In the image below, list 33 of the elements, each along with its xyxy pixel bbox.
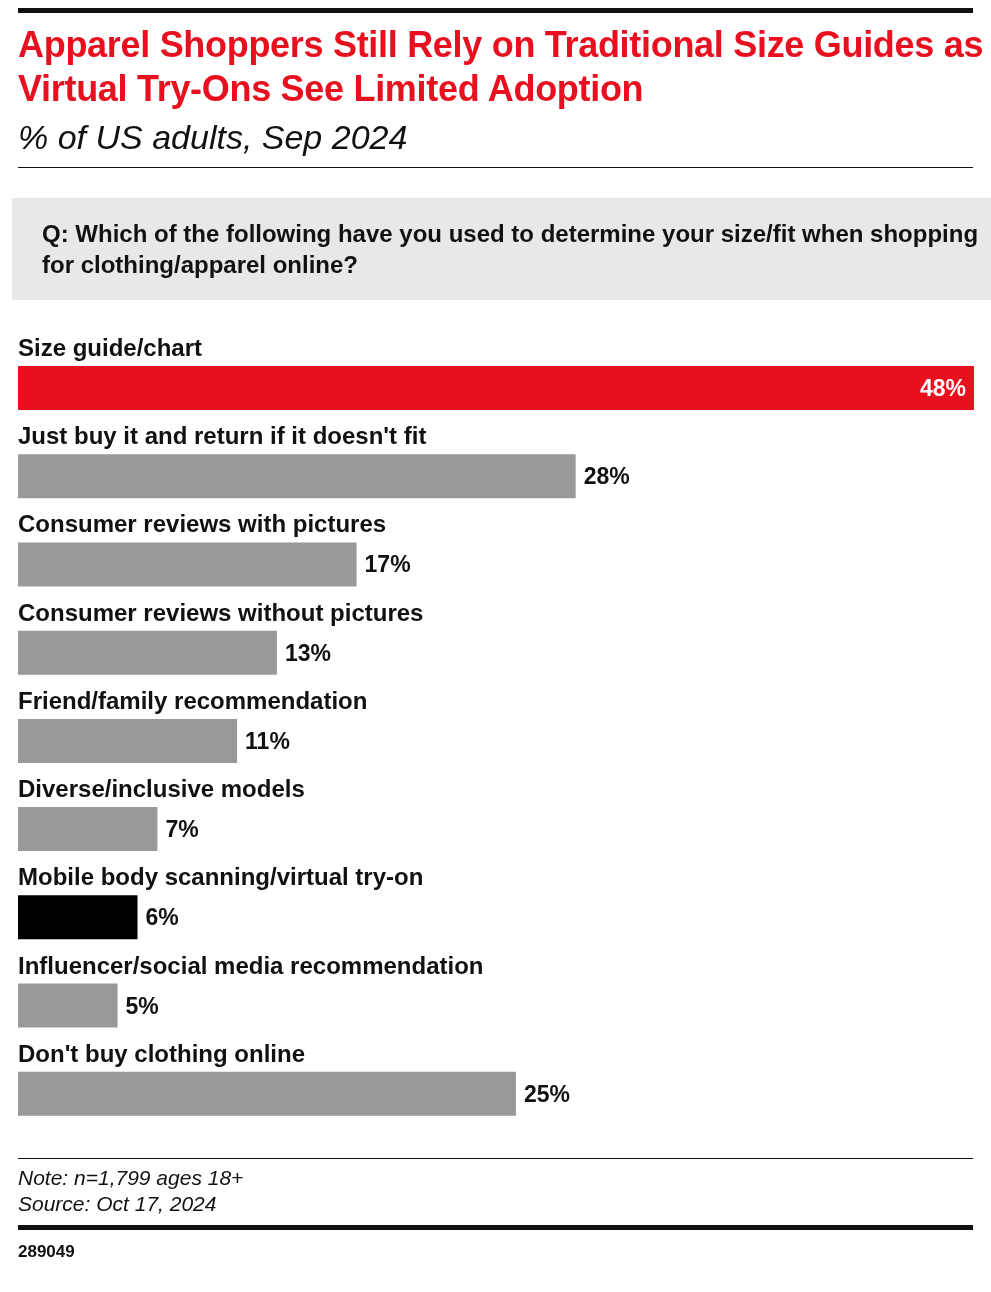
text: Note: n=1,799 ages 18+ bbox=[18, 1165, 245, 1191]
bar bbox=[18, 807, 158, 852]
data-label: 6% bbox=[145, 904, 179, 931]
text: Q: Which of the following have you used to determine your size/fit when shopping for clothing/apparel online? bbox=[12, 198, 991, 300]
bar bbox=[18, 1071, 516, 1116]
text: 289049 bbox=[18, 1242, 76, 1262]
bar bbox=[18, 895, 138, 940]
bar bbox=[18, 718, 238, 763]
y-tick-label: Diverse/inclusive models bbox=[18, 775, 305, 803]
source-note: Source: Oct 17, 2024 bbox=[18, 1191, 218, 1217]
bar bbox=[18, 630, 277, 675]
bar bbox=[18, 542, 357, 587]
data-label: 11% bbox=[245, 727, 290, 754]
y-tick-label: Mobile body scanning/virtual try-on bbox=[18, 863, 424, 891]
chart-subtitle: % of US adults, Sep 2024 bbox=[18, 117, 409, 157]
y-tick-label: Just buy it and return if it doesn't fit bbox=[18, 422, 427, 450]
y-tick-label: Size guide/chart bbox=[18, 334, 203, 361]
bar bbox=[18, 454, 576, 499]
bar bbox=[18, 983, 118, 1028]
chart-title: Apparel Shoppers Still Rely on Traditional Size Guides as Virtual Try-Ons See Limited Adoption bbox=[18, 23, 985, 111]
data-label: 48% bbox=[919, 375, 966, 401]
y-tick-label: Consumer reviews with pictures bbox=[18, 510, 387, 538]
data-label: 7% bbox=[165, 816, 199, 843]
bar bbox=[18, 366, 974, 410]
data-label: 13% bbox=[284, 639, 331, 666]
data-label: 28% bbox=[583, 463, 630, 490]
data-label: 5% bbox=[125, 992, 159, 1019]
y-tick-label: Friend/family recommendation bbox=[18, 686, 368, 714]
data-label: 17% bbox=[364, 551, 411, 578]
y-tick-label: Influencer/social media recommendation bbox=[18, 951, 484, 979]
data-label: 25% bbox=[523, 1080, 570, 1107]
y-tick-label: Don't buy clothing online bbox=[18, 1039, 306, 1067]
y-tick-label: Consumer reviews without pictures bbox=[18, 598, 424, 626]
